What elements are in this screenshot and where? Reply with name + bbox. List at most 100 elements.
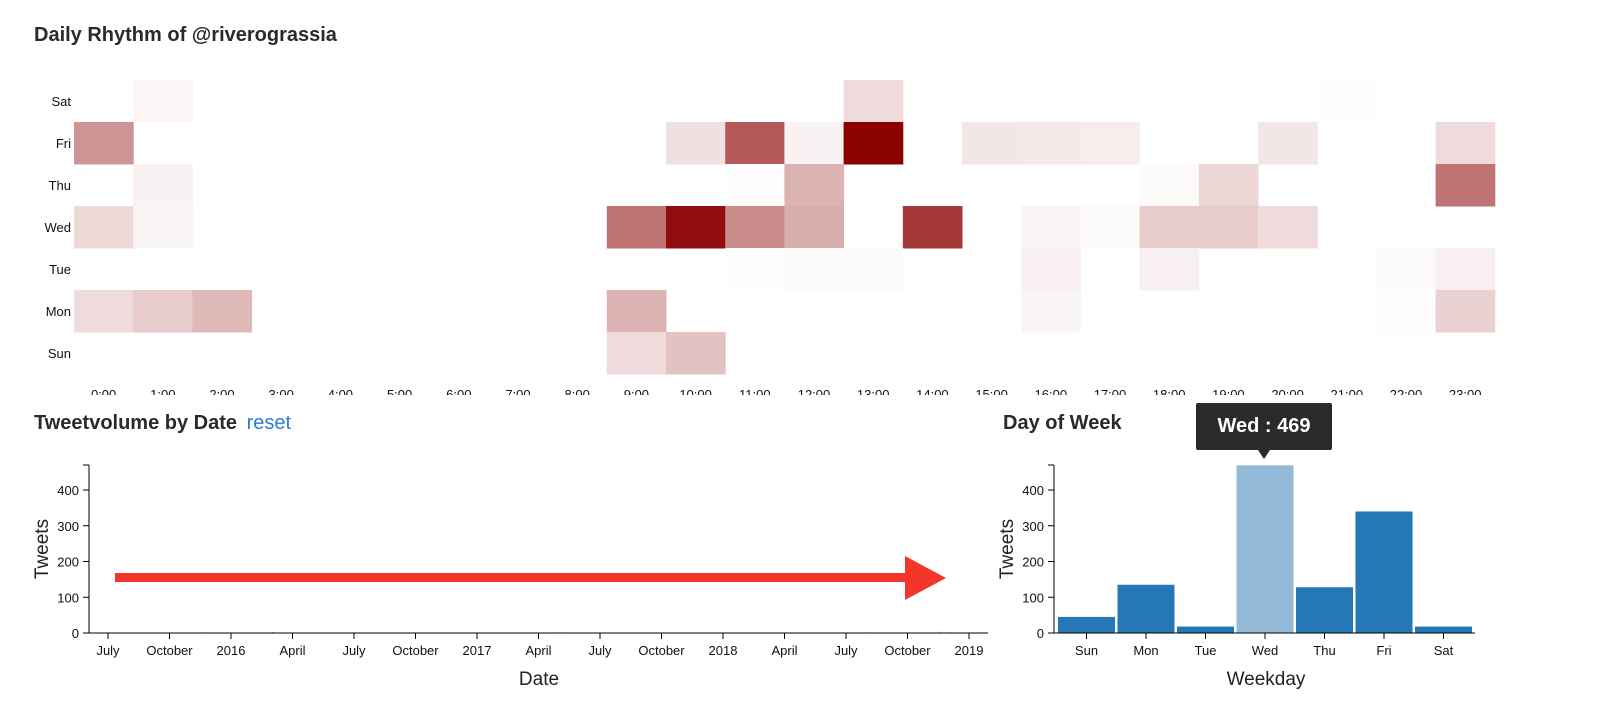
- hour-label: 22:00: [1390, 387, 1423, 395]
- hour-label: 4:00: [328, 387, 353, 395]
- heatmap-cell: [1080, 206, 1141, 249]
- heatmap-cell: [133, 206, 193, 249]
- heatmap-cell: [843, 80, 904, 123]
- heatmap-cell: [666, 122, 726, 165]
- dow-bar: [1177, 626, 1234, 633]
- x-tick-label: Tue: [1195, 643, 1217, 658]
- y-tick-label: 300: [1022, 519, 1044, 534]
- y-axis-label: Tweets: [32, 519, 53, 579]
- heatmap-cell: [962, 122, 1022, 165]
- reset-link[interactable]: reset: [246, 412, 292, 434]
- day-of-week-title: Day of Week: [1003, 412, 1122, 434]
- heatmap-cell: [1021, 122, 1081, 165]
- y-tick-label: 200: [57, 555, 79, 570]
- heatmap-cell: [1435, 122, 1496, 165]
- x-tick-label: Mon: [1133, 643, 1158, 658]
- hour-label: 2:00: [209, 387, 234, 395]
- heatmap-cell: [1435, 164, 1496, 207]
- y-axis-label: Tweets: [997, 519, 1018, 579]
- heatmap-cell: [133, 290, 193, 333]
- x-tick-label: October: [638, 643, 685, 658]
- heatmap-cell: [192, 290, 253, 333]
- hour-label: 23:00: [1449, 387, 1482, 395]
- heatmap-cell: [1198, 206, 1259, 249]
- y-tick-label: 100: [1022, 590, 1044, 605]
- volume-bar: [272, 631, 274, 633]
- day-label: Thu: [49, 178, 71, 193]
- x-tick-label: October: [146, 643, 193, 658]
- heatmap-cell: [725, 206, 785, 249]
- tooltip: Wed : 469: [1196, 403, 1332, 450]
- hour-label: 12:00: [798, 387, 831, 395]
- heatmap-cell: [1139, 248, 1200, 291]
- tweetvolume-title: Tweetvolume by Date reset: [34, 412, 291, 435]
- heatmap-title: Daily Rhythm of @riverograssia: [34, 24, 337, 46]
- hour-label: 11:00: [739, 387, 771, 395]
- y-tick-label: 400: [1022, 483, 1044, 498]
- heatmap-cell: [133, 80, 193, 123]
- x-tick-label: July: [834, 643, 858, 658]
- hour-label: 21:00: [1331, 387, 1364, 395]
- tweetvolume-chart: 0 100 200 300 400 July October 2016 April July Oct…: [32, 464, 988, 690]
- heatmap-cell: [1021, 290, 1081, 333]
- tooltip-arrow: [1258, 450, 1270, 459]
- annotation-arrow-head: [905, 556, 946, 600]
- heatmap-cell: [1198, 164, 1259, 207]
- hour-label: 17:00: [1094, 387, 1127, 395]
- y-tick-label: 400: [57, 483, 79, 498]
- heatmap-cell: [74, 290, 134, 333]
- hour-label: 1:00: [150, 387, 175, 395]
- heatmap-cell: [784, 122, 845, 165]
- heatmap-cell: [606, 206, 667, 249]
- x-axis-label: Weekday: [1227, 669, 1306, 690]
- day-label: Sun: [48, 346, 71, 361]
- dow-bar: [1058, 616, 1115, 633]
- hour-label: 3:00: [269, 387, 294, 395]
- x-tick-label: Sat: [1434, 643, 1454, 658]
- hour-label: 16:00: [1035, 387, 1068, 395]
- heatmap-cell: [784, 248, 845, 291]
- heatmap-cell: [725, 248, 785, 291]
- hour-label: 5:00: [387, 387, 412, 395]
- heatmap-cell: [843, 122, 904, 165]
- heatmap-cell: [1139, 164, 1200, 207]
- heatmap-cell: [74, 206, 134, 249]
- y-tick-label: 0: [1037, 626, 1044, 641]
- x-tick-label: April: [279, 643, 305, 658]
- heatmap-cell: [666, 332, 726, 375]
- dow-bar: [1296, 587, 1353, 633]
- y-tick-label: 100: [57, 590, 79, 605]
- annotation-arrow-shaft: [115, 573, 907, 582]
- x-tick-label: 2018: [709, 643, 738, 658]
- x-tick-label: April: [771, 643, 797, 658]
- tweetvolume-title-text: Tweetvolume by Date: [34, 412, 238, 434]
- x-axis-label: Date: [519, 669, 559, 690]
- x-tick-label: April: [525, 643, 551, 658]
- volume-bar: [948, 631, 951, 633]
- heatmap-cell: [606, 290, 667, 333]
- x-tick-label: Wed: [1252, 643, 1279, 658]
- volume-bar: [938, 631, 941, 633]
- heatmap-cell: [133, 164, 193, 207]
- dow-bar: [1117, 584, 1175, 633]
- y-tick-label: 200: [1022, 555, 1044, 570]
- y-tick-label: 0: [72, 626, 79, 641]
- heatmap-cell: [1435, 248, 1496, 291]
- heatmap-cell: [1376, 290, 1437, 333]
- x-tick-label: 2019: [955, 643, 984, 658]
- heatmap-cell: [1317, 80, 1377, 123]
- heatmap-cell: [74, 122, 134, 165]
- x-tick-label: October: [884, 643, 931, 658]
- dow-bar: [1236, 465, 1294, 633]
- day-label: Sat: [51, 94, 71, 109]
- heatmap-cell: [902, 206, 963, 249]
- day-label: Mon: [46, 304, 71, 319]
- x-tick-label: July: [588, 643, 612, 658]
- heatmap-cell: [1139, 206, 1200, 249]
- x-tick-label: Sun: [1075, 643, 1098, 658]
- hour-label: 14:00: [916, 387, 949, 395]
- volume-bar: [559, 631, 561, 633]
- y-tick-label: 300: [57, 519, 79, 534]
- heatmap-cell: [1021, 248, 1081, 291]
